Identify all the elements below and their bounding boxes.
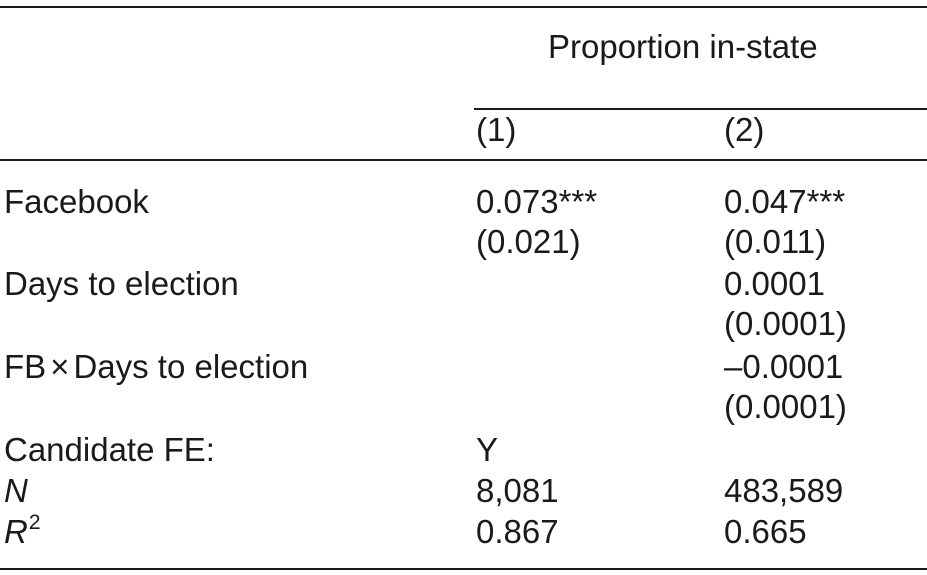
bottom-rule (0, 568, 927, 570)
row-label-candidate-fe: Candidate FE: (4, 431, 215, 468)
row-label-days-to-election: Days to election (4, 265, 239, 302)
days-se-col2: (0.0001) (724, 305, 847, 342)
column-group-label: Proportion in-state (548, 28, 818, 65)
interaction-label-prefix: FB (4, 348, 47, 385)
column-header-2: (2) (724, 111, 765, 148)
n-col2: 483,589 (724, 472, 844, 509)
row-label-facebook: Facebook (4, 183, 149, 220)
facebook-coef-col1: 0.073*** (476, 183, 598, 220)
interaction-coef-col2: –0.0001 (724, 348, 844, 385)
row-label-r-squared: R2 (4, 511, 41, 555)
r-squared-superscript: 2 (28, 511, 41, 534)
times-symbol: × (50, 348, 70, 385)
r-squared-letter: R (4, 513, 28, 550)
facebook-se-col2: (0.011) (724, 223, 827, 260)
group-underline (474, 108, 927, 110)
interaction-se-col2: (0.0001) (724, 388, 847, 425)
r-squared-col2: 0.665 (724, 513, 807, 550)
candidate-fe-col1: Y (476, 431, 499, 468)
top-rule (0, 6, 927, 8)
facebook-coef-col2: 0.047*** (724, 183, 846, 220)
facebook-se-col1: (0.021) (476, 223, 581, 260)
days-coef-col2: 0.0001 (724, 265, 825, 302)
column-header-1: (1) (476, 111, 517, 148)
row-label-interaction: FB × Days to election (4, 349, 308, 385)
r-squared-col1: 0.867 (476, 513, 559, 550)
interaction-label-suffix: Days to election (73, 348, 309, 385)
row-label-n: N (4, 472, 28, 509)
header-rule (0, 159, 927, 161)
n-col1: 8,081 (476, 472, 559, 509)
